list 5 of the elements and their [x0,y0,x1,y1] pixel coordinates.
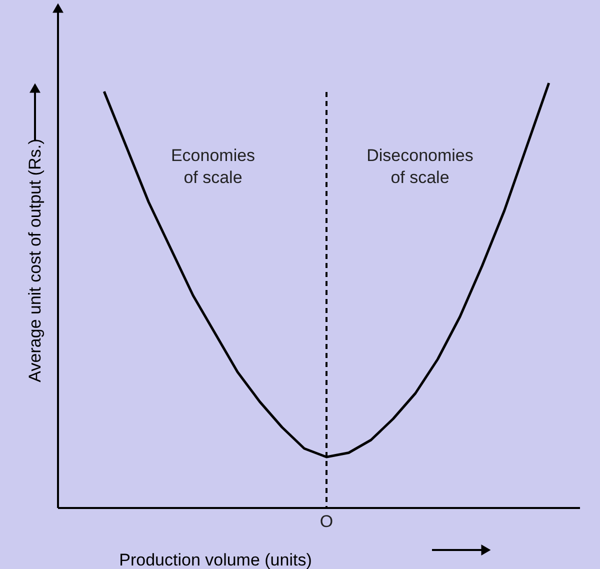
y-axis-title: Average unit cost of output (Rs.) [26,138,44,382]
annotation: Economies of scale [170,146,256,187]
text: O [320,512,334,531]
x-axis-title: Production volume (units) [119,550,312,569]
annotation: Diseconomies of scale [366,146,474,187]
